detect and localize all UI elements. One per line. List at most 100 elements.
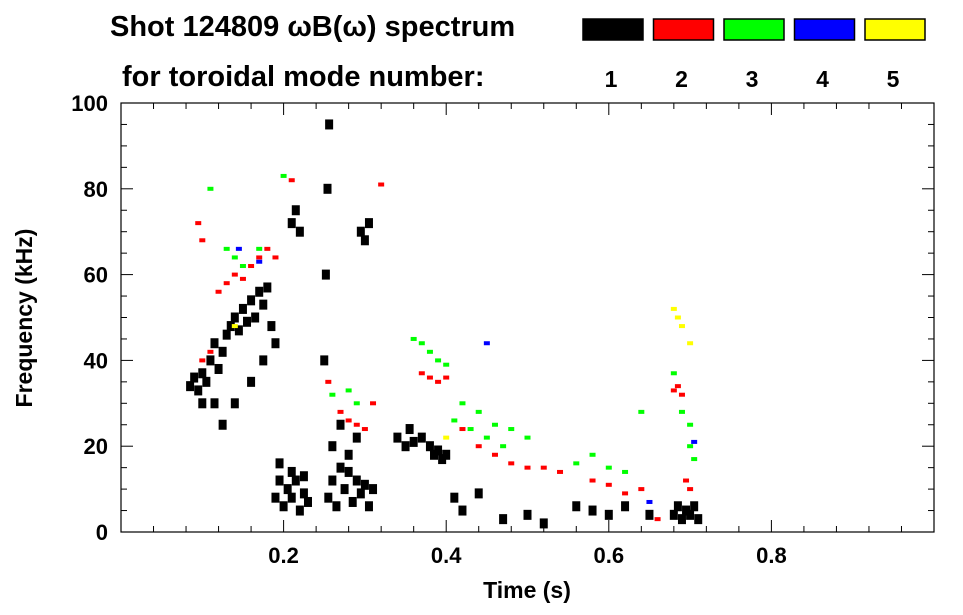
data-point [410,336,417,341]
legend: 1 2 3 4 5 [582,18,926,92]
data-point [604,509,613,520]
data-point [280,173,287,178]
data-point [234,325,243,336]
data-point [248,264,255,269]
data-point [451,418,458,423]
data-point [344,449,353,460]
data-point [364,501,373,512]
data-point [210,398,219,409]
data-point [670,306,677,311]
data-point [215,289,222,294]
data-point [475,409,482,414]
data-point [336,462,345,473]
y-tick-label: 60 [84,263,108,288]
data-point [573,461,580,466]
data-point [218,346,227,357]
data-point [223,246,230,251]
data-point [682,505,691,516]
data-point [360,479,369,490]
data-point [686,509,695,520]
legend-label-3: 3 [746,66,759,92]
data-point [291,205,300,216]
data-point [694,514,703,525]
data-point [279,501,288,512]
data-point [370,401,377,406]
y-tick-label: 100 [71,91,108,116]
data-point [646,499,653,504]
data-point [508,427,515,432]
data-point [207,349,214,354]
data-point [356,488,365,499]
y-tick-label: 0 [96,520,108,545]
data-point [426,375,433,380]
data-point [405,424,414,435]
data-point [435,358,442,363]
data-point [231,272,238,277]
data-point [295,505,304,516]
data-point [508,461,515,466]
data-point [638,487,645,492]
data-point [239,264,246,269]
data-point [336,419,345,430]
data-point [218,419,227,430]
data-point [450,492,459,503]
data-point [199,238,206,243]
series-mode-2 [195,178,694,522]
data-point [231,255,238,260]
data-point [572,501,581,512]
data-point [230,312,239,323]
y-axis: 0 20 40 60 80 100 [71,91,934,545]
x-tick-label: 0.2 [268,543,299,568]
data-point [443,435,450,440]
data-point [589,452,596,457]
data-point [235,246,242,251]
data-point [291,475,300,486]
data-point [669,509,678,520]
data-point [418,371,425,376]
data-point [287,466,296,477]
data-point [475,444,482,449]
data-point [247,295,256,306]
data-point [438,454,447,465]
data-point [361,427,368,432]
data-point [540,465,547,470]
series-mode-4 [235,246,698,504]
data-point [202,376,211,387]
y-tick-label: 20 [84,434,108,459]
data-point [417,432,426,443]
data-point [275,458,284,469]
data-point [622,469,629,474]
data-point [352,432,361,443]
data-point [670,388,677,393]
data-point [340,484,349,495]
data-point [443,375,450,380]
data-point [231,324,238,329]
data-point [539,518,548,529]
data-point [589,478,596,483]
data-point [430,449,439,460]
legend-label-2: 2 [675,66,688,92]
data-point [443,362,450,367]
data-point [288,178,295,183]
data-point [638,409,645,414]
x-tick-label: 0.4 [431,543,462,568]
legend-swatch-2 [652,18,715,41]
data-point [673,501,682,512]
data-point [434,445,443,456]
data-point [223,281,230,286]
data-point [194,385,203,396]
data-point [352,475,361,486]
data-point [295,226,304,237]
data-point [345,388,352,393]
data-point [670,371,677,376]
data-point [238,303,247,314]
data-point [353,401,360,406]
legend-label-5: 5 [887,66,900,92]
data-point [299,488,308,499]
data-point [393,432,402,443]
data-point [353,422,360,427]
data-point [325,379,332,384]
data-point [186,381,195,392]
data-point [329,392,336,397]
data-point [677,514,686,525]
